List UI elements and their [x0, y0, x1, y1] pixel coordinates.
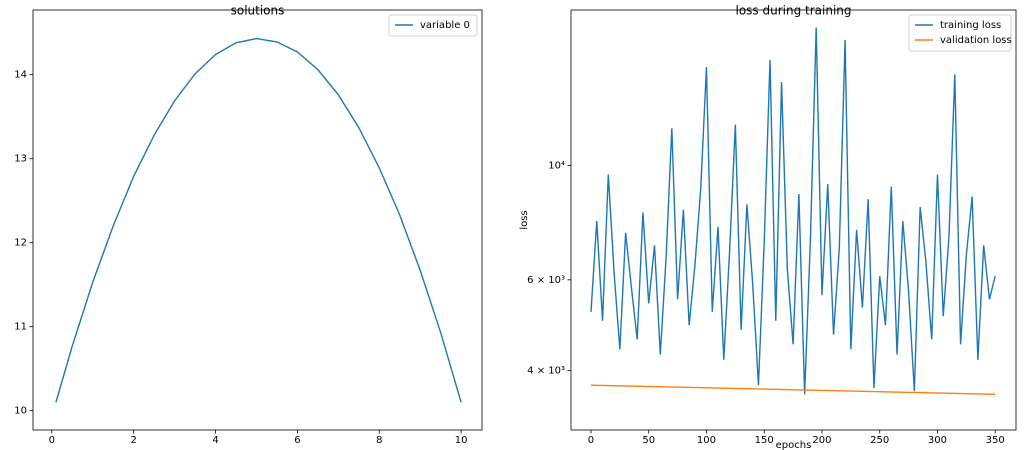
x-tick-label: 0 [49, 435, 55, 446]
y-tick-label: 10 [14, 406, 27, 417]
x-tick-label: 300 [928, 435, 947, 446]
y-tick-label: 11 [14, 322, 27, 333]
x-tick-label: 8 [376, 435, 382, 446]
x-tick-label: 0 [588, 435, 594, 446]
legend-label: variable 0 [420, 20, 470, 31]
x-tick-label: 10 [455, 435, 468, 446]
x-tick-label: 250 [870, 435, 889, 446]
x-tick-label: 350 [986, 435, 1005, 446]
legend-box [908, 14, 1012, 52]
y-tick-label: 10⁴ [548, 160, 565, 171]
x-tick-label: 200 [812, 435, 831, 446]
plot-area [32, 9, 483, 431]
y-tick-label: 14 [14, 70, 27, 81]
x-tick-label: 4 [212, 435, 218, 446]
chart-title: loss during training [735, 4, 851, 18]
data-line [590, 27, 996, 395]
y-tick-label: 6 × 10³ [527, 275, 565, 286]
x-axis-label: epochs [776, 440, 812, 450]
x-tick-label: 150 [755, 435, 774, 446]
y-axis-label: loss [519, 210, 530, 229]
data-line [55, 37, 462, 403]
legend-box [388, 14, 478, 37]
x-tick-label: 2 [130, 435, 136, 446]
y-tick-label: 12 [14, 238, 27, 249]
x-tick-label: 100 [697, 435, 716, 446]
legend-label: validation loss [940, 35, 1012, 46]
legend-label: training loss [940, 20, 1001, 31]
y-tick-label: 4 × 10³ [527, 366, 565, 377]
data-line [590, 384, 996, 396]
chart-title: solutions [231, 4, 285, 18]
x-tick-label: 50 [642, 435, 655, 446]
y-tick-label: 13 [14, 154, 27, 165]
x-tick-label: 6 [294, 435, 300, 446]
plot-area [570, 9, 1017, 431]
